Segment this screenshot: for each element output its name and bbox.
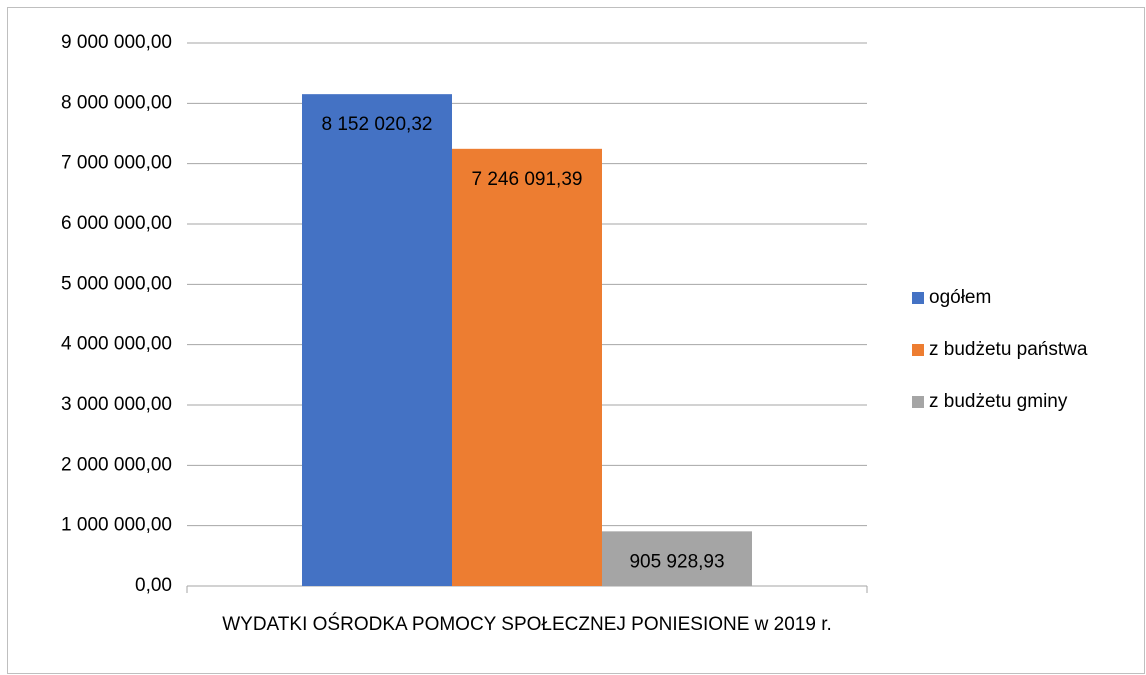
y-tick-label: 8 000 000,00 [61, 92, 172, 113]
legend-swatch [912, 292, 924, 304]
y-tick-label: 3 000 000,00 [61, 394, 172, 415]
y-tick-label: 5 000 000,00 [61, 273, 172, 294]
y-tick-label: 1 000 000,00 [61, 515, 172, 536]
legend-label: z budżetu państwa [929, 339, 1088, 360]
bar [452, 148, 602, 586]
data-label: 905 928,93 [629, 551, 724, 572]
y-tick-label: 7 000 000,00 [61, 153, 172, 174]
y-tick-label: 2 000 000,00 [61, 454, 172, 475]
y-tick-label: 6 000 000,00 [61, 213, 172, 234]
legend-label: ogółem [929, 287, 991, 308]
y-tick-label: 0,00 [135, 575, 172, 596]
data-label: 7 246 091,39 [472, 169, 583, 190]
bar [302, 94, 452, 586]
legend-swatch [912, 344, 924, 356]
legend-swatch [912, 396, 924, 408]
y-tick-label: 4 000 000,00 [61, 334, 172, 355]
x-tick-label: WYDATKI OŚRODKA POMOCY SPOŁECZNEJ PONIES… [222, 614, 832, 635]
chart-frame [7, 7, 1145, 674]
y-tick-label: 9 000 000,00 [61, 32, 172, 53]
legend-label: z budżetu gminy [929, 391, 1068, 412]
bar [602, 531, 752, 586]
data-label: 8 152 020,32 [322, 114, 433, 135]
